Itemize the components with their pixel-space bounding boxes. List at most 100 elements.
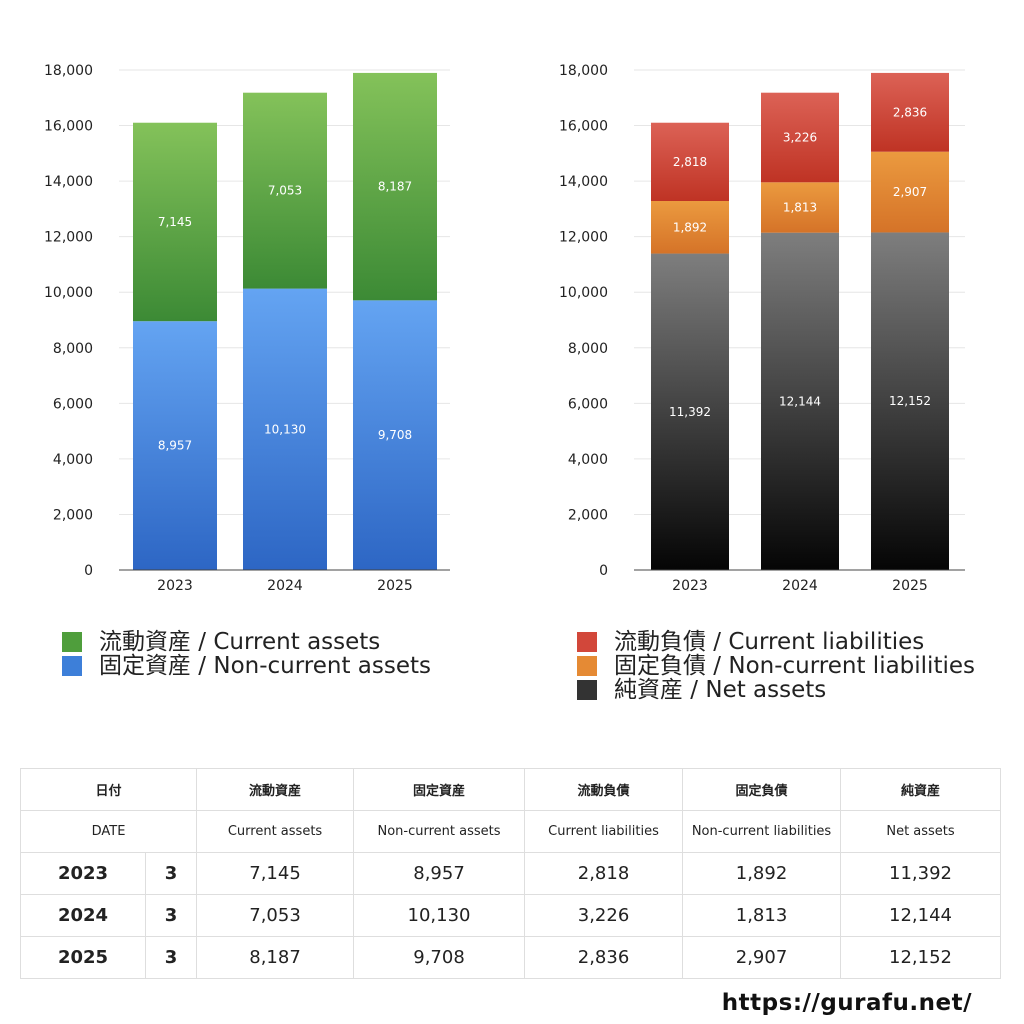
cell-current-liabilities: 3,226 xyxy=(524,894,684,937)
y-tick-label: 10,000 xyxy=(44,285,93,301)
header-non-current-assets-jp: 固定資産 xyxy=(353,768,526,811)
legend-swatch-current-liabilities xyxy=(577,632,597,652)
header-net-assets-jp: 純資産 xyxy=(840,768,1002,811)
data-label: 2,836 xyxy=(893,105,927,119)
y-tick-label: 18,000 xyxy=(559,63,608,79)
cell-non-current-liabilities: 1,813 xyxy=(682,894,842,937)
liabilities-chart: 0 2,000 4,000 6,000 8,000 10,000 12,000 14,000 1… xyxy=(559,63,965,594)
data-label: 1,892 xyxy=(673,220,707,234)
data-label: 10,130 xyxy=(264,422,306,436)
bar-segment xyxy=(761,232,839,570)
bar-segment xyxy=(871,151,949,233)
bar-segment xyxy=(761,182,839,233)
header-current-assets-jp: 流動資産 xyxy=(196,768,355,811)
cell-net-assets: 11,392 xyxy=(840,852,1002,895)
table-row: 2025 3 8,187 9,708 2,836 2,907 12,152 xyxy=(20,936,1002,979)
table-row: 2023 3 7,145 8,957 2,818 1,892 11,392 xyxy=(20,852,1002,895)
x-tick-label: 2024 xyxy=(782,578,818,594)
y-tick-label: 12,000 xyxy=(559,230,608,246)
row-year: 2024 xyxy=(20,894,146,937)
bar-segment xyxy=(133,321,217,570)
legend-swatch-non-current-assets xyxy=(62,656,82,676)
y-tick-label: 4,000 xyxy=(568,452,608,468)
legend-item-non-current-liabilities: 固定負債 / Non-current liabilities xyxy=(577,654,975,678)
y-tick-label: 6,000 xyxy=(568,396,608,412)
legend-label-net-assets: 純資産 / Net assets xyxy=(614,677,827,703)
cell-current-liabilities: 2,836 xyxy=(524,936,684,979)
legend-label-non-current-assets: 固定資産 / Non-current assets xyxy=(99,653,432,679)
data-label: 8,957 xyxy=(158,439,192,453)
header-current-liabilities-jp: 流動負債 xyxy=(524,768,684,811)
bar-segment xyxy=(651,201,729,254)
y-tick-label: 2,000 xyxy=(53,507,93,523)
data-label: 12,144 xyxy=(779,394,821,408)
liabilities-legend: 流動負債 / Current liabilities 固定負債 / Non-cu… xyxy=(577,630,975,702)
header-non-current-liabilities-en: Non-current liabilities xyxy=(682,810,842,853)
legend-item-net-assets: 純資産 / Net assets xyxy=(577,678,975,702)
y-tick-label: 0 xyxy=(84,563,93,579)
y-tick-label: 0 xyxy=(599,563,608,579)
bar-segment xyxy=(353,72,437,301)
bar-segment xyxy=(871,232,949,570)
assets-legend: 流動資産 / Current assets 固定資産 / Non-current… xyxy=(62,630,431,678)
data-label: 12,152 xyxy=(889,394,931,408)
cell-non-current-assets: 9,708 xyxy=(353,936,526,979)
y-tick-label: 16,000 xyxy=(559,119,608,135)
bar-segment xyxy=(761,92,839,183)
y-tick-label: 6,000 xyxy=(53,396,93,412)
y-tick-label: 2,000 xyxy=(568,507,608,523)
y-tick-label: 14,000 xyxy=(44,174,93,190)
table-row: 2024 3 7,053 10,130 3,226 1,813 12,144 xyxy=(20,894,1002,937)
header-non-current-assets-en: Non-current assets xyxy=(353,810,526,853)
balance-sheet-table: 日付 流動資産 固定資産 流動負債 固定負債 純資産 DATE Current … xyxy=(19,768,1002,979)
legend-label-current-liabilities: 流動負債 / Current liabilities xyxy=(614,629,925,655)
y-tick-label: 14,000 xyxy=(559,174,608,190)
row-month: 3 xyxy=(144,894,198,937)
data-label: 11,392 xyxy=(669,405,711,419)
legend-label-current-assets: 流動資産 / Current assets xyxy=(99,629,381,655)
row-year: 2025 xyxy=(20,936,146,979)
data-label: 2,818 xyxy=(673,155,707,169)
cell-current-assets: 7,145 xyxy=(196,852,355,895)
y-tick-label: 16,000 xyxy=(44,119,93,135)
cell-non-current-assets: 8,957 xyxy=(353,852,526,895)
row-month: 3 xyxy=(144,852,198,895)
legend-item-current-liabilities: 流動負債 / Current liabilities xyxy=(577,630,975,654)
legend-item-current-assets: 流動資産 / Current assets xyxy=(62,630,431,654)
data-label: 9,708 xyxy=(378,428,412,442)
site-url[interactable]: https://gurafu.net/ xyxy=(721,990,972,1016)
assets-chart: 0 2,000 4,000 6,000 8,000 10,000 12,000 14,000 1… xyxy=(44,63,450,594)
bar-segment xyxy=(871,72,949,152)
cell-net-assets: 12,144 xyxy=(840,894,1002,937)
cell-current-assets: 7,053 xyxy=(196,894,355,937)
legend-swatch-net-assets xyxy=(577,680,597,700)
y-tick-label: 18,000 xyxy=(44,63,93,79)
x-tick-label: 2025 xyxy=(377,578,413,594)
header-net-assets-en: Net assets xyxy=(840,810,1002,853)
bar-segment xyxy=(243,92,327,289)
header-date-jp: 日付 xyxy=(19,768,198,811)
legend-label-non-current-liabilities: 固定負債 / Non-current liabilities xyxy=(614,653,975,679)
legend-swatch-non-current-liabilities xyxy=(577,656,597,676)
data-label: 2,907 xyxy=(893,185,927,199)
header-current-assets-en: Current assets xyxy=(196,810,355,853)
y-tick-label: 10,000 xyxy=(559,285,608,301)
data-label: 7,053 xyxy=(268,184,302,198)
cell-non-current-liabilities: 2,907 xyxy=(682,936,842,979)
data-label: 8,187 xyxy=(378,180,412,194)
table-header-row-jp: 日付 流動資産 固定資産 流動負債 固定負債 純資産 xyxy=(19,768,1002,811)
header-current-liabilities-en: Current liabilities xyxy=(524,810,684,853)
cell-non-current-liabilities: 1,892 xyxy=(682,852,842,895)
y-tick-label: 8,000 xyxy=(53,341,93,357)
header-non-current-liabilities-jp: 固定負債 xyxy=(682,768,842,811)
bar-segment xyxy=(353,300,437,570)
table-header-row-en: DATE Current assets Non-current assets C… xyxy=(19,810,1002,853)
data-label: 7,145 xyxy=(158,215,192,229)
row-year: 2023 xyxy=(20,852,146,895)
bar-segment xyxy=(243,288,327,570)
legend-swatch-current-assets xyxy=(62,632,82,652)
legend-item-non-current-assets: 固定資産 / Non-current assets xyxy=(62,654,431,678)
header-date-en: DATE xyxy=(19,810,198,853)
y-tick-label: 12,000 xyxy=(44,230,93,246)
cell-current-liabilities: 2,818 xyxy=(524,852,684,895)
